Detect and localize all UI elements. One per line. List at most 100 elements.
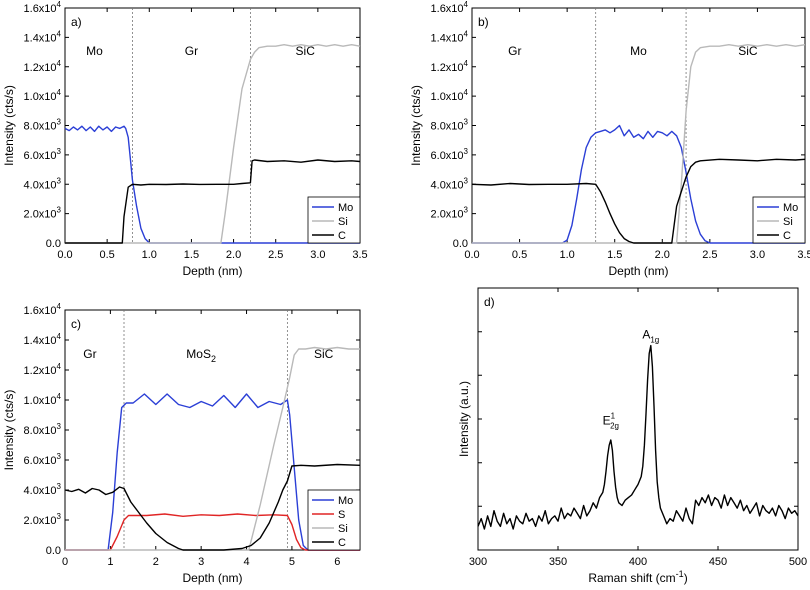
y-tick-label: 1.6x104 <box>24 302 62 317</box>
series-line-si <box>65 346 360 551</box>
series-line-si <box>472 44 806 244</box>
x-tick-label: 3 <box>198 556 204 568</box>
peak-label: A1g <box>642 327 659 344</box>
x-tick-label: 2.5 <box>268 249 283 261</box>
y-axis-label: Intensity (cts/s) <box>409 85 423 166</box>
y-tick-label: 1.4x104 <box>24 29 62 44</box>
y-tick-label: 8.0x103 <box>431 118 469 133</box>
region-label: SiC <box>738 44 758 58</box>
region-label: SiC <box>314 347 334 361</box>
y-tick-label: 8.0x103 <box>24 118 62 133</box>
y-tick-label: 1.2x104 <box>24 59 62 74</box>
x-tick-label: 1 <box>107 556 113 568</box>
x-tick-label: 2.0 <box>226 249 241 261</box>
y-tick-label: 2.0x103 <box>24 512 62 527</box>
x-tick-label: 3.5 <box>797 249 810 261</box>
region-label: Gr <box>83 347 96 361</box>
x-axis-label: Raman shift (cm-1) <box>588 569 687 585</box>
x-tick-label: 1.0 <box>142 249 157 261</box>
x-tick-label: 350 <box>549 556 567 568</box>
y-axis-label: Intensity (a.u.) <box>457 381 471 457</box>
legend-label: Mo <box>338 202 353 214</box>
x-tick-label: 3.5 <box>352 249 367 261</box>
x-tick-label: 0 <box>62 556 68 568</box>
legend-label: S <box>338 509 345 521</box>
x-tick-label: 300 <box>469 556 487 568</box>
x-tick-label: 400 <box>629 556 647 568</box>
series-line-s <box>65 513 360 551</box>
y-tick-label: 8.0x103 <box>24 422 62 437</box>
x-axis-label: Depth (nm) <box>608 264 668 278</box>
x-tick-label: 1.0 <box>559 249 574 261</box>
series-line-si <box>65 44 361 244</box>
x-tick-label: 450 <box>709 556 727 568</box>
y-tick-label: 1.6x104 <box>431 0 469 15</box>
x-axis-label: Depth (nm) <box>182 264 242 278</box>
chart-panel-d: 300 350 400 450 500 Raman shift (cm-1) Intensi… <box>457 287 807 585</box>
y-tick-label: 1.4x104 <box>431 29 469 44</box>
x-tick-label: 2.5 <box>702 249 717 261</box>
legend-label: Si <box>338 216 348 228</box>
y-tick-label: 1.6x104 <box>24 0 62 15</box>
region-label: MoS2 <box>186 347 216 364</box>
x-tick-label: 5 <box>289 556 295 568</box>
x-tick-label: 6 <box>334 556 340 568</box>
peak-label: E1 2g <box>603 412 619 431</box>
y-tick-label: 1.2x104 <box>431 59 469 74</box>
panel-label: a) <box>71 15 82 29</box>
y-axis-label: Intensity (cts/s) <box>2 390 16 471</box>
x-tick-label: 0.5 <box>512 249 527 261</box>
y-tick-label: 2.0x103 <box>431 206 469 221</box>
series-line-mo <box>472 124 805 244</box>
series-line-mo <box>65 393 360 551</box>
y-tick-label: 4.0x103 <box>24 176 62 191</box>
x-tick-label: 3.0 <box>310 249 325 261</box>
plot-frame <box>477 287 799 551</box>
x-tick-label: 0.0 <box>464 249 479 261</box>
series-line-c <box>64 463 361 551</box>
x-tick-label: 1.5 <box>184 249 199 261</box>
legend-label: Si <box>338 523 348 535</box>
x-tick-label: 4 <box>243 556 249 568</box>
y-tick-label: 2.0x103 <box>24 206 62 221</box>
legend-label: Mo <box>338 495 353 507</box>
chart-panel-b: 0.0 0.5 1.0 1.5 2.0 2.5 3.0 3.5 0.0 2.0x103 4.0x10… <box>409 0 810 278</box>
legend-label: Mo <box>783 202 798 214</box>
chart-panel-a: 0.0 0.5 1.0 1.5 2.0 2.5 3.0 3.5 0.0 2.0x103 4.0x10… <box>2 0 368 278</box>
series-line-c <box>471 158 806 244</box>
x-tick-label: 2 <box>153 556 159 568</box>
panel-label: b) <box>478 15 489 29</box>
y-tick-label: 6.0x103 <box>24 147 62 162</box>
legend-label: C <box>338 230 346 242</box>
legend-label: C <box>338 537 346 549</box>
x-tick-label: 0.5 <box>99 249 114 261</box>
y-axis-label: Intensity (cts/s) <box>2 85 16 166</box>
region-label: Mo <box>630 44 647 58</box>
y-tick-label: 1.0x104 <box>431 88 469 103</box>
x-axis-label: Depth (nm) <box>182 571 242 585</box>
region-label: Gr <box>185 44 198 58</box>
x-tick-label: 500 <box>789 556 807 568</box>
series-line-c <box>65 159 361 244</box>
panel-label: c) <box>71 317 81 331</box>
series-line-raman <box>477 344 799 530</box>
y-tick-label: 1.0x104 <box>24 392 62 407</box>
chart-panel-c: 0 1 2 3 4 5 6 0.0 2.0x103 4.0x103 6.0x103 8.0x103 1.… <box>2 302 361 585</box>
region-label: SiC <box>296 44 316 58</box>
x-tick-label: 3.0 <box>750 249 765 261</box>
y-tick-label: 1.0x104 <box>24 88 62 103</box>
x-tick-label: 1.5 <box>607 249 622 261</box>
y-tick-label: 0.0 <box>46 545 61 557</box>
legend-label: Si <box>783 216 793 228</box>
y-tick-label: 6.0x103 <box>24 452 62 467</box>
region-label: Gr <box>508 44 521 58</box>
x-tick-label: 2.0 <box>655 249 670 261</box>
y-tick-label: 1.2x104 <box>24 362 62 377</box>
y-tick-label: 4.0x103 <box>24 482 62 497</box>
y-tick-label: 0.0 <box>46 238 61 250</box>
series-line-mo <box>64 125 360 244</box>
region-label: Mo <box>86 44 103 58</box>
y-tick-label: 0.0 <box>453 238 468 250</box>
x-tick-label: 0.0 <box>57 249 72 261</box>
